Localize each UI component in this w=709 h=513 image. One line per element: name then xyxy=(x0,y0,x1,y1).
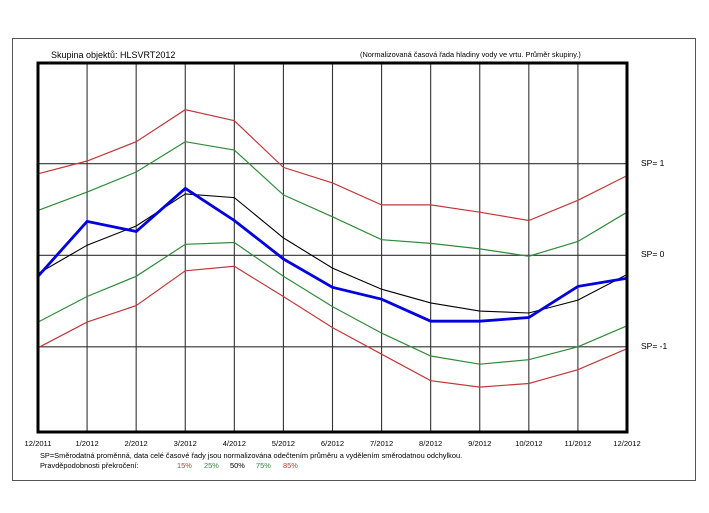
legend-entry: 50% xyxy=(230,461,245,470)
chart-title: Skupina objektů: HLSVRT2012 xyxy=(51,50,176,60)
x-tick-label: 6/2012 xyxy=(320,439,345,448)
x-tick-label: 12/2011 xyxy=(24,439,52,448)
chart-subtitle: (Normalizovaná časová řada hladiny vody … xyxy=(360,50,581,59)
x-tick-label: 1/2012 xyxy=(75,439,99,448)
legend-entry: 25% xyxy=(204,461,219,470)
x-tick-label: 8/2012 xyxy=(419,439,443,448)
y-reference-label: SP= 1 xyxy=(641,157,665,168)
y-reference-label: SP= -1 xyxy=(641,340,668,351)
legend-label: Pravděpodobnosti překročení: xyxy=(40,461,139,470)
legend-entry: 85% xyxy=(283,461,298,470)
legend: Pravděpodobnosti překročení: 15% 25% 50% 75… xyxy=(40,461,298,470)
x-tick-label: 11/2012 xyxy=(564,439,592,448)
x-tick-label: 7/2012 xyxy=(369,439,394,448)
y-reference-label: SP= 0 xyxy=(641,249,665,260)
x-tick-label: 10/2012 xyxy=(515,439,543,448)
chart-frame xyxy=(12,38,696,481)
legend-entry: 15% xyxy=(177,461,192,470)
series-line xyxy=(37,109,628,222)
x-tick-label: 2/2012 xyxy=(124,439,148,448)
x-tick-label: 12/2012 xyxy=(613,439,641,448)
legend-entry: 75% xyxy=(256,461,271,470)
x-tick-label: 3/2012 xyxy=(173,439,197,448)
series-line xyxy=(37,141,628,257)
x-tick-label: 5/2012 xyxy=(271,439,296,448)
x-tick-label: 4/2012 xyxy=(222,439,246,448)
series-line xyxy=(37,265,628,388)
x-tick-label: 9/2012 xyxy=(468,439,492,448)
plot-border xyxy=(36,61,629,434)
series-line xyxy=(37,241,628,365)
chart-note: SP=Směrodatná proměnná, data celé časové… xyxy=(40,451,463,460)
series-line xyxy=(36,186,628,323)
